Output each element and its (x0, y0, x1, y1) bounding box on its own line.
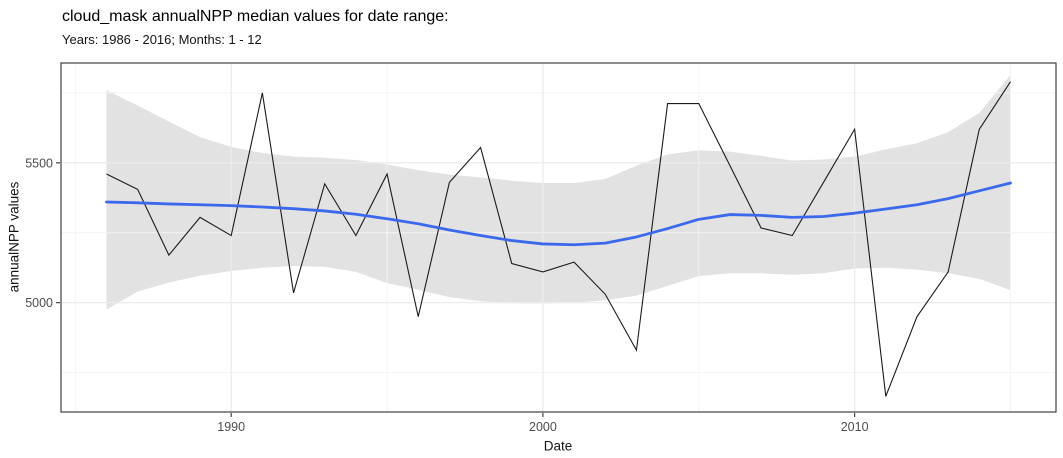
x-tick-label: 2010 (841, 420, 869, 434)
x-tick-label: 1990 (217, 420, 245, 434)
panel-border (60, 62, 1057, 413)
confidence-ribbon (106, 74, 1011, 310)
trend-line (105, 181, 1012, 247)
chart-subtitle: Years: 1986 - 2016; Months: 1 - 12 (62, 32, 262, 47)
y-tick-label: 5000 (25, 296, 53, 310)
x-tick-label: 2000 (529, 420, 557, 434)
y-tick-label: 5500 (25, 156, 53, 170)
npp-data-line (106, 81, 1011, 397)
x-axis-title: Date (543, 438, 573, 454)
chart-title: cloud_mask annualNPP median values for d… (62, 8, 449, 25)
